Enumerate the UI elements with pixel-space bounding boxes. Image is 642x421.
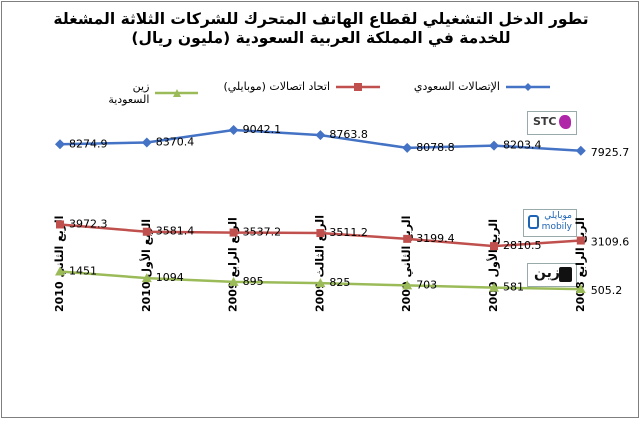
data-point xyxy=(315,130,326,141)
legend-item-zain: زين السعودية xyxy=(90,80,198,106)
data-point xyxy=(228,124,239,135)
x-tick-label: الربع الثاني 2010 xyxy=(53,216,66,312)
legend-line-triangle-icon xyxy=(155,89,198,97)
legend-label-stc: الإتصالات السعودي xyxy=(413,80,500,93)
data-label: 3581.4 xyxy=(156,225,195,238)
data-label: 581 xyxy=(503,281,524,294)
data-label: 1094 xyxy=(156,271,184,284)
data-label: 8078.8 xyxy=(416,141,455,154)
data-point xyxy=(141,273,152,283)
data-point xyxy=(489,140,499,151)
zain-logo: زين xyxy=(527,263,577,287)
data-label: 8763.8 xyxy=(329,128,368,141)
data-label: 825 xyxy=(329,276,350,289)
data-point xyxy=(403,234,412,243)
data-point xyxy=(142,227,151,236)
data-point xyxy=(316,229,325,238)
data-point xyxy=(489,282,499,292)
data-point xyxy=(141,137,152,148)
stc-logo: stc xyxy=(527,111,577,135)
data-point xyxy=(575,145,586,156)
x-tick-label: الربع الرابع 2008 xyxy=(574,217,587,312)
data-label: 7925.7 xyxy=(591,146,630,159)
data-label: 3972.3 xyxy=(69,217,108,230)
chart-legend: الإتصالات السعودي اتحاد اتصالات (موبايلي… xyxy=(90,80,550,106)
mobily-logo-mark-icon xyxy=(528,215,539,229)
data-point xyxy=(56,220,64,229)
mobily-logo-ar: موبايلي xyxy=(544,211,572,221)
x-tick-label: الربع الرابع 2009 xyxy=(227,217,240,312)
data-point xyxy=(576,236,585,245)
data-label: 3109.6 xyxy=(591,236,630,249)
legend-label-mobily: اتحاد اتصالات (موبايلي) xyxy=(223,80,330,93)
data-point xyxy=(490,242,498,251)
legend-label-zain: زين السعودية xyxy=(108,80,150,106)
chart-title-line-2: للخدمة في المملكة العربية السعودية (مليو… xyxy=(131,29,511,47)
data-label: 8274.9 xyxy=(69,137,108,150)
data-point xyxy=(402,280,413,290)
stc-logo-text: stc xyxy=(533,115,557,128)
data-point xyxy=(575,284,586,294)
data-label: 703 xyxy=(416,278,437,291)
zain-logo-mark-icon xyxy=(559,267,572,282)
mobily-logo: موبايلي mobily xyxy=(523,209,577,237)
legend-line-diamond-icon xyxy=(506,82,550,91)
zain-logo-text: زين xyxy=(534,265,560,281)
stc-logo-mark-icon xyxy=(559,115,571,129)
data-point xyxy=(55,139,65,150)
data-label: 8203.4 xyxy=(503,139,542,152)
data-label: 3511.2 xyxy=(329,226,368,239)
x-tick-label: الربع الأول 2010 xyxy=(139,219,153,312)
data-label: 895 xyxy=(243,275,264,288)
legend-line-square-icon xyxy=(336,82,380,91)
data-point xyxy=(55,266,65,276)
legend-item-stc: الإتصالات السعودي xyxy=(414,80,550,93)
chart-title-line-1: تطور الدخل التشغيلي لقطاع الهاتف المتحرك… xyxy=(53,10,589,28)
x-tick-label: الربع الأول 2009 xyxy=(486,219,500,312)
data-label: 8370.4 xyxy=(156,135,195,148)
data-point xyxy=(229,228,238,237)
data-label: 1451 xyxy=(69,264,97,277)
data-point xyxy=(402,142,413,153)
x-tick-label: الربع الثاني 2009 xyxy=(400,216,413,312)
data-label: 3199.4 xyxy=(416,232,455,245)
legend-item-mobily: اتحاد اتصالات (موبايلي) xyxy=(223,80,380,93)
data-label: 2810.5 xyxy=(503,239,542,252)
x-tick-label: الربع الثالث 2009 xyxy=(313,215,326,312)
data-label: 3537.2 xyxy=(243,226,282,239)
data-label: 9042.1 xyxy=(243,123,282,136)
data-point xyxy=(228,276,239,286)
mobily-logo-en: mobily xyxy=(541,222,572,232)
data-label: 505.2 xyxy=(591,284,623,297)
data-point xyxy=(315,278,326,288)
